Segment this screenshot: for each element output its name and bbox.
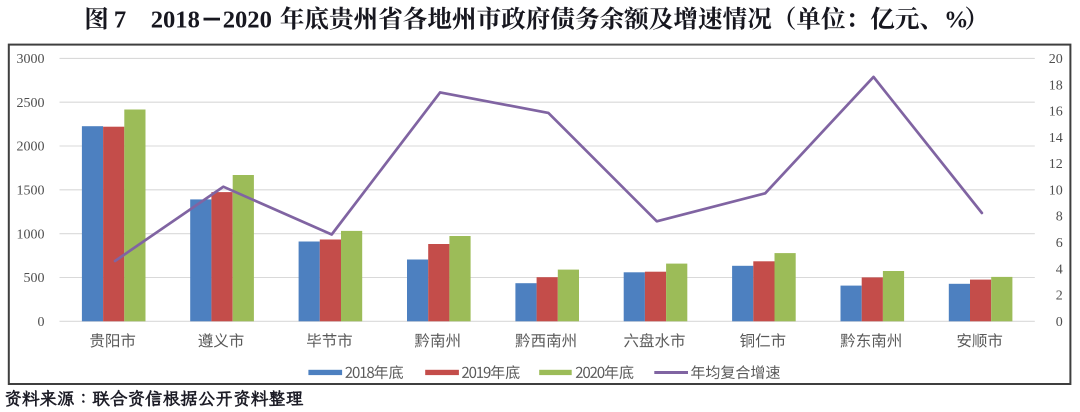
svg-text:6: 6 bbox=[1056, 236, 1063, 251]
svg-text:10: 10 bbox=[1049, 184, 1063, 199]
svg-text:16: 16 bbox=[1049, 105, 1063, 120]
svg-text:%: % bbox=[944, 7, 969, 34]
svg-text:4: 4 bbox=[1056, 262, 1063, 277]
svg-text:2500: 2500 bbox=[17, 96, 45, 111]
svg-text:18: 18 bbox=[1049, 78, 1063, 93]
svg-text:12: 12 bbox=[1049, 157, 1063, 172]
svg-text:20: 20 bbox=[1049, 52, 1063, 67]
svg-text:0: 0 bbox=[1056, 315, 1063, 330]
svg-text:7: 7 bbox=[114, 7, 126, 34]
svg-text:500: 500 bbox=[24, 271, 45, 286]
svg-text:2: 2 bbox=[1056, 289, 1063, 304]
svg-text:1000: 1000 bbox=[17, 227, 45, 242]
svg-text:3000: 3000 bbox=[17, 52, 45, 67]
svg-text:1500: 1500 bbox=[17, 183, 45, 198]
svg-text:8: 8 bbox=[1056, 210, 1063, 225]
svg-text:2018: 2018 bbox=[151, 7, 200, 34]
svg-text:0: 0 bbox=[38, 315, 45, 330]
svg-text:2000: 2000 bbox=[17, 140, 45, 155]
svg-text:2020: 2020 bbox=[223, 7, 272, 34]
svg-text:14: 14 bbox=[1049, 131, 1063, 146]
